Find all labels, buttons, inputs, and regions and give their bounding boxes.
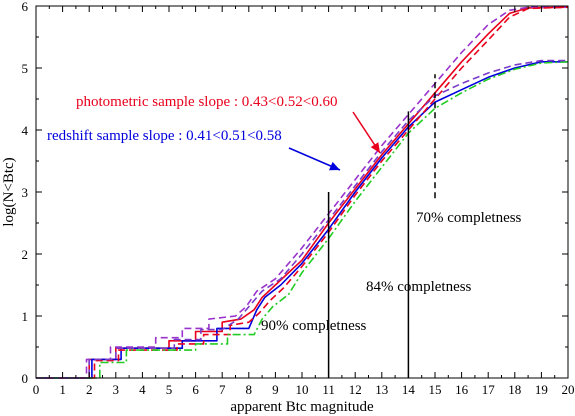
callout-arrows [288,111,381,171]
x-tick-label: 12 [349,382,362,397]
x-tick-label: 2 [86,382,93,397]
x-tick-label: 18 [508,382,521,397]
x-tick-label: 4 [139,382,146,397]
completeness-84-label: 84% completness [366,279,472,295]
series-line-6 [36,59,568,379]
y-tick-label: 3 [22,185,29,200]
x-tick-label: 3 [113,382,120,397]
y-tick-label: 0 [22,371,29,386]
y-tick-label: 2 [22,247,29,262]
x-tick-label: 1 [59,382,66,397]
x-tick-label: 8 [246,382,253,397]
x-tick-label: 16 [455,382,469,397]
x-axis-title: apparent Btc magnitude [230,399,374,415]
completeness-90-label: 90% completness [261,318,367,334]
completeness-70-label: 70% completness [416,210,522,226]
x-tick-label: 9 [272,382,279,397]
series-layer [36,6,569,379]
x-tick-label: 6 [192,382,199,397]
x-tick-label: 17 [482,382,496,397]
photometric-arrow-head [370,142,380,153]
x-tick-label: 19 [535,382,548,397]
redshift-arrow-head [329,161,340,171]
x-tick-label: 5 [166,382,173,397]
x-tick-label: 15 [429,382,442,397]
axis-ticks [35,5,569,379]
y-tick-label: 6 [22,0,29,14]
y-axis-title: log(N<Btc) [1,157,17,226]
photometric-slope-annotation: photometric sample slope : 0.43<0.52<0.6… [76,94,337,110]
series-line-3 [36,6,568,379]
x-tick-label: 10 [296,382,309,397]
y-tick-label: 5 [22,61,29,76]
x-tick-label: 14 [402,382,416,397]
redshift-slope-annotation: redshift sample slope : 0.41<0.51<0.58 [47,128,282,144]
x-tick-label: 13 [375,382,388,397]
series-line-4 [36,6,569,379]
x-tick-label: 11 [322,382,335,397]
series-line-5 [36,61,569,379]
x-tick-label: 20 [562,382,575,397]
x-tick-label: 0 [33,382,40,397]
x-tick-label: 7 [219,382,226,397]
completeness-markers [327,74,436,378]
y-tick-label: 4 [22,123,29,138]
y-tick-label: 1 [22,309,29,324]
